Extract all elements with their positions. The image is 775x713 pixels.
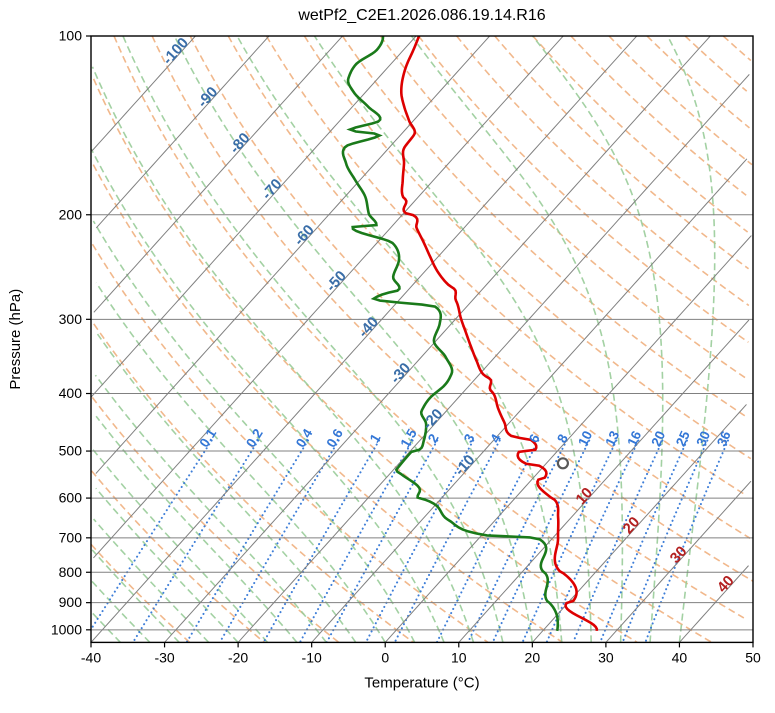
svg-text:50: 50 <box>745 649 761 665</box>
svg-text:-20: -20 <box>228 649 248 665</box>
svg-text:Pressure (hPa): Pressure (hPa) <box>7 289 24 390</box>
svg-text:400: 400 <box>59 385 83 401</box>
svg-text:100: 100 <box>59 28 83 44</box>
svg-text:-10: -10 <box>302 649 322 665</box>
svg-text:-40: -40 <box>81 649 101 665</box>
svg-text:1000: 1000 <box>51 621 82 637</box>
svg-text:0: 0 <box>381 649 389 665</box>
svg-text:800: 800 <box>59 564 83 580</box>
svg-text:20: 20 <box>525 649 541 665</box>
svg-text:Temperature (°C): Temperature (°C) <box>364 674 479 691</box>
svg-text:500: 500 <box>59 443 83 459</box>
svg-text:40: 40 <box>672 649 688 665</box>
svg-text:30: 30 <box>598 649 614 665</box>
svg-text:300: 300 <box>59 311 83 327</box>
svg-text:-30: -30 <box>154 649 174 665</box>
svg-text:700: 700 <box>59 529 83 545</box>
svg-text:10: 10 <box>451 649 467 665</box>
svg-text:600: 600 <box>59 490 83 506</box>
svg-text:900: 900 <box>59 594 83 610</box>
svg-text:wetPf2_C2E1.2026.086.19.14.R16: wetPf2_C2E1.2026.086.19.14.R16 <box>297 7 545 24</box>
svg-text:200: 200 <box>59 206 83 222</box>
